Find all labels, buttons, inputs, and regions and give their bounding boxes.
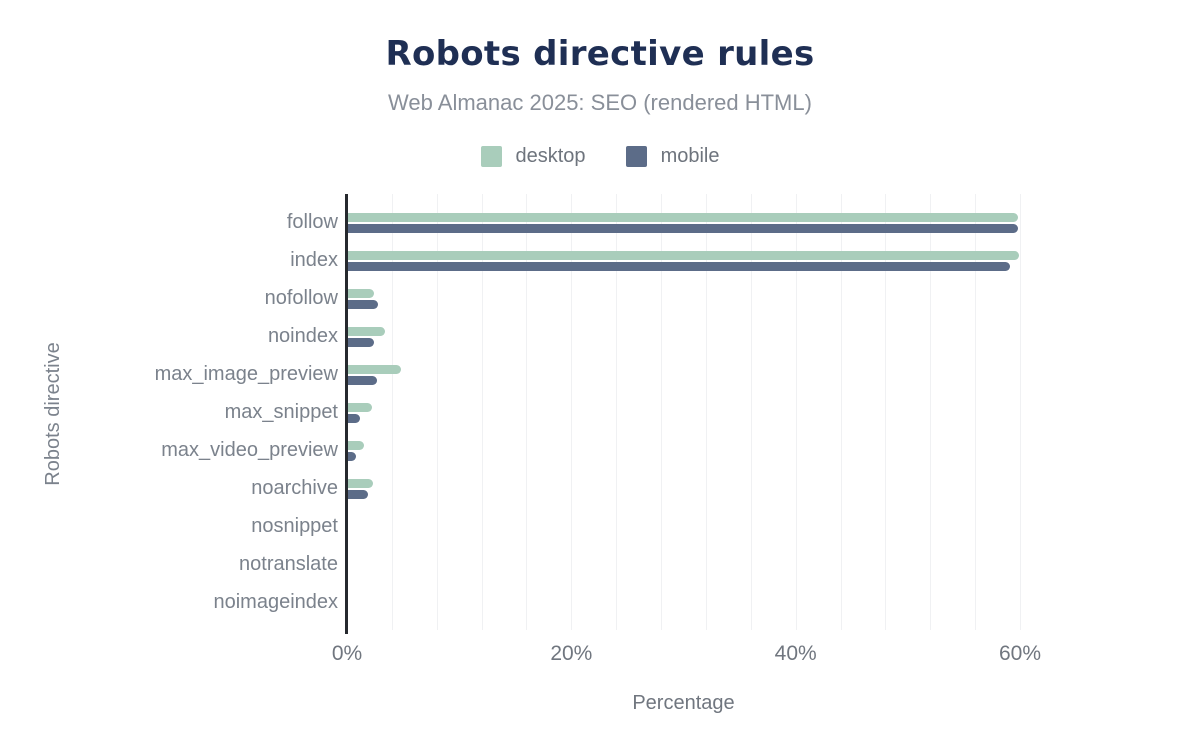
gridline-60 (1020, 194, 1021, 630)
gridline-12 (481, 194, 483, 630)
gridline-56 (975, 194, 977, 630)
bar-mobile-noarchive (347, 490, 369, 499)
gridline-36 (750, 194, 752, 630)
bar-desktop-max_video_preview (347, 441, 364, 450)
bar-mobile-max_image_preview (347, 376, 378, 385)
bar-mobile-max_video_preview (347, 452, 356, 461)
gridline-4 (391, 194, 393, 630)
x-axis-title: Percentage (632, 692, 735, 714)
category-label-nofollow: nofollow (264, 287, 338, 309)
chart-subtitle: Web Almanac 2025: SEO (rendered HTML) (388, 90, 812, 115)
x-tick-label-20: 20% (550, 642, 593, 665)
legend-swatch-desktop (480, 146, 502, 167)
bar-desktop-nofollow (347, 289, 374, 298)
category-label-notranslate: notranslate (239, 553, 338, 575)
category-label-noarchive: noarchive (251, 477, 338, 499)
legend-item-desktop: desktop (480, 145, 586, 168)
category-label-follow: follow (286, 211, 338, 233)
chart-title: Robots directive rules (385, 34, 815, 74)
bar-mobile-max_snippet (347, 414, 361, 423)
y-axis-line (345, 194, 348, 634)
gridline-24 (616, 194, 618, 630)
bar-mobile-nofollow (347, 300, 379, 309)
bar-desktop-max_image_preview (347, 365, 401, 374)
gridline-28 (661, 194, 663, 630)
x-tick-label-40: 40% (774, 642, 817, 665)
chart-legend: desktop mobile (0, 145, 1200, 168)
x-tick-label-60: 60% (998, 642, 1042, 665)
category-label-max_video_preview: max_video_preview (161, 439, 338, 461)
bar-desktop-noarchive (347, 479, 373, 488)
legend-item-mobile: mobile (625, 145, 720, 168)
bar-mobile-follow (347, 224, 1018, 233)
category-label-max_image_preview: max_image_preview (154, 363, 338, 385)
category-label-nosnippet: nosnippet (251, 515, 338, 537)
category-label-noimageindex: noimageindex (213, 591, 338, 613)
bar-desktop-noindex (347, 327, 386, 336)
legend-swatch-mobile (625, 146, 647, 167)
bar-desktop-index (347, 251, 1019, 260)
gridline-8 (436, 194, 438, 630)
bar-desktop-follow (347, 213, 1018, 222)
gridline-16 (526, 194, 528, 630)
legend-label-mobile: mobile (660, 145, 720, 167)
category-label-index: index (290, 249, 338, 271)
gridline-32 (705, 194, 707, 630)
gridline-20 (571, 194, 573, 630)
category-label-noindex: noindex (267, 325, 338, 347)
plot-area (347, 194, 1021, 630)
gridline-52 (930, 194, 932, 630)
x-tick-label-0: 0% (331, 642, 363, 665)
gridline-48 (885, 194, 887, 630)
bar-mobile-noindex (347, 338, 374, 347)
legend-label-desktop: desktop (515, 145, 586, 167)
category-label-max_snippet: max_snippet (224, 401, 338, 423)
bar-mobile-index (347, 262, 1010, 271)
gridline-40 (795, 194, 797, 630)
bar-desktop-max_snippet (347, 403, 372, 412)
gridline-44 (840, 194, 842, 630)
